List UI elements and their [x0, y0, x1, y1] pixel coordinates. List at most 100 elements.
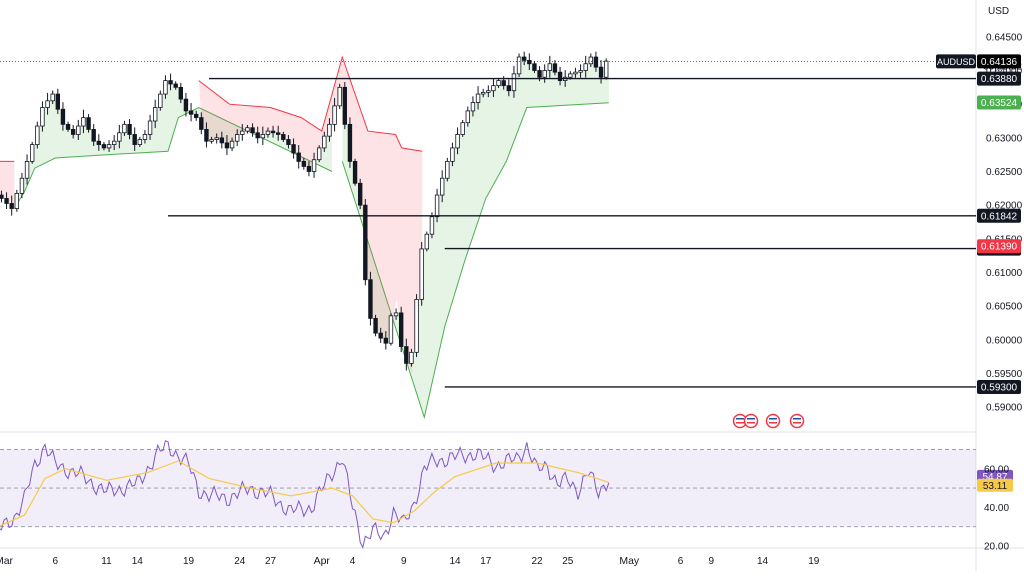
candle-body	[398, 312, 404, 347]
flag-stripe	[747, 422, 755, 424]
us-flag-event-icon[interactable]	[789, 413, 805, 429]
time-tick-label: 17	[480, 556, 492, 567]
candle-body	[409, 351, 414, 364]
price-tick-label: 0.63000	[986, 133, 1023, 144]
candle-body	[588, 56, 594, 65]
candle-body	[229, 140, 235, 149]
candle-body	[86, 117, 91, 130]
candle-body	[209, 139, 214, 142]
candle-body	[603, 60, 609, 78]
candle-body	[552, 63, 558, 73]
candle-body	[583, 63, 588, 71]
candle-body	[486, 90, 491, 93]
candle-body	[527, 60, 532, 65]
time-tick-label: 14	[757, 556, 769, 567]
candle-body	[480, 91, 486, 95]
candle-body	[357, 182, 363, 206]
price-tick-label: 0.62000	[986, 201, 1023, 212]
event-icons[interactable]	[732, 413, 805, 429]
candle-body	[275, 132, 281, 135]
candle-body	[306, 166, 312, 172]
candle-body	[414, 299, 419, 353]
candle-body	[516, 56, 522, 75]
candle-body	[373, 317, 378, 334]
candle-body	[163, 80, 168, 95]
candle-body	[383, 337, 389, 344]
candle-body	[24, 160, 30, 179]
level-price-tag-label: 0.61842	[981, 211, 1018, 222]
time-tick-label: 22	[531, 556, 543, 567]
candle-body	[234, 134, 240, 142]
price-tick-label: 0.59000	[986, 403, 1023, 414]
candle-body	[511, 73, 517, 92]
candle-body	[501, 80, 506, 87]
candle-body	[96, 140, 102, 145]
time-tick-label: May	[619, 555, 640, 567]
time-tick-label: 9	[708, 556, 714, 567]
candle-body	[132, 134, 137, 145]
candle-body	[547, 63, 553, 71]
us-flag-event-icon[interactable]	[765, 413, 781, 429]
rsi-tick-label: 60.00	[984, 464, 1009, 475]
candle-body	[429, 216, 435, 235]
candle-body	[14, 192, 20, 209]
symbol-tag-label: AUDUSD	[937, 57, 976, 67]
candle-body	[122, 123, 127, 134]
candle-body	[455, 134, 460, 149]
candle-body	[81, 117, 86, 127]
time-tick-label: Mar	[0, 555, 14, 567]
candle-body	[9, 203, 14, 209]
level-price-tag	[977, 379, 1021, 394]
candle-body	[434, 194, 440, 218]
price-tag-label: 0.63524	[981, 98, 1018, 109]
candle-body	[521, 56, 527, 61]
candle-body	[168, 80, 173, 85]
supertrend-down-b-line	[198, 55, 423, 152]
candle-body	[460, 122, 465, 135]
candle-body	[183, 98, 189, 112]
candle-body	[55, 93, 61, 110]
candle-body	[445, 160, 450, 179]
candle-body	[352, 160, 358, 184]
candle-body	[158, 93, 163, 108]
price-tag-label: 0.61390	[981, 242, 1018, 253]
candle-body	[368, 279, 373, 319]
level-price-tag-label: 0.63880	[981, 74, 1018, 85]
candle-body	[363, 204, 368, 281]
candle-body	[65, 123, 71, 130]
supertrend-up-b-fill	[342, 57, 609, 418]
price-tick-label: 0.59500	[986, 369, 1023, 380]
candle-body	[296, 152, 301, 162]
candle-body	[439, 177, 445, 196]
candle-body	[270, 130, 276, 134]
rsi-tick-label: 20.00	[984, 542, 1009, 553]
candle-body	[137, 139, 143, 145]
us-flag-event-icon[interactable]	[743, 413, 759, 429]
candle-body	[101, 144, 107, 149]
candle-body	[491, 85, 496, 92]
candle-body	[70, 129, 76, 135]
price-tag	[977, 239, 1021, 254]
time-tick-label: 27	[265, 556, 277, 567]
candle-body	[578, 70, 583, 73]
candle-body	[4, 198, 9, 204]
candle-body	[50, 93, 55, 102]
time-tick-label: 9	[401, 556, 407, 567]
candle-body	[301, 160, 307, 167]
candle-body	[347, 123, 353, 162]
candle-body	[404, 346, 409, 364]
candle-body	[193, 113, 199, 119]
symbol-tag[interactable]	[936, 54, 976, 69]
price-labels: 0.638800.618420.613550.5930003:35:320.64…	[936, 54, 1022, 394]
price-tick-label: 0.64500	[986, 32, 1023, 43]
candle-body	[240, 130, 245, 135]
time-tick-label: 14	[132, 556, 144, 567]
time-tick-label: 11	[101, 556, 112, 567]
candle-body	[598, 66, 604, 78]
candle-body	[204, 129, 209, 142]
time-tick-label: 19	[183, 556, 195, 567]
time-tick-label: Apr	[314, 555, 331, 567]
candle-body	[111, 140, 117, 145]
candle-body	[245, 127, 250, 132]
